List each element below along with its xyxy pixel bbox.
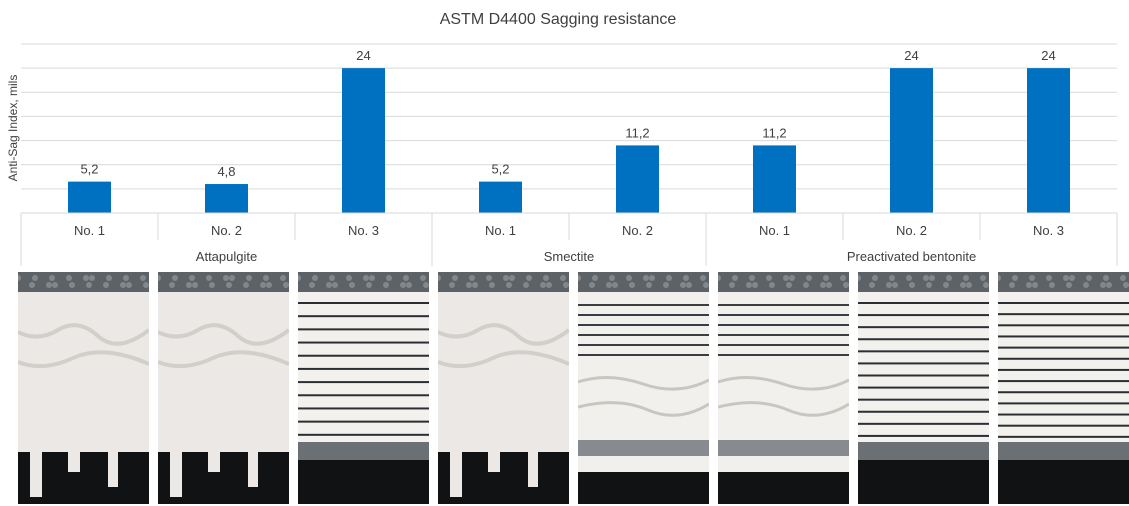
data-label: 5,2 <box>80 162 98 177</box>
sag-test-photo <box>858 272 989 504</box>
category-tick-label: No. 1 <box>485 223 516 238</box>
bar <box>205 184 248 213</box>
sag-test-photo <box>998 272 1129 504</box>
data-label: 5,2 <box>491 162 509 177</box>
sagging-test-photos <box>18 272 1129 504</box>
group-label: Smectite <box>544 249 595 264</box>
category-tick-label: No. 3 <box>1033 223 1064 238</box>
chart-title: ASTM D4400 Sagging resistance <box>440 11 677 28</box>
data-label: 4,8 <box>217 164 235 179</box>
data-label: 24 <box>904 48 918 63</box>
sag-test-photo <box>298 272 429 504</box>
sag-test-photo <box>438 272 569 504</box>
bar <box>616 145 659 213</box>
bar <box>68 181 111 213</box>
category-tick-label: No. 1 <box>759 223 790 238</box>
category-tick-label: No. 2 <box>896 223 927 238</box>
data-label: 24 <box>1041 48 1055 63</box>
sag-test-photo <box>158 272 289 504</box>
bar <box>479 181 522 213</box>
category-tick-label: No. 2 <box>622 223 653 238</box>
y-axis-label: Anti-Sag Index, mils <box>6 75 20 182</box>
sagging-resistance-chart: ASTM D4400 Sagging resistance Anti-Sag I… <box>6 11 1118 266</box>
data-label: 24 <box>356 48 370 63</box>
data-label: 11,2 <box>625 125 649 140</box>
bars: 5,2 4,8 24 5,2 11,2 11,2 24 24 <box>68 48 1070 214</box>
group-label: Attapulgite <box>196 249 257 264</box>
gridlines <box>21 43 1117 190</box>
bar <box>890 68 933 214</box>
sag-test-photo <box>578 272 709 504</box>
category-tick-label: No. 3 <box>348 223 379 238</box>
bar <box>1027 68 1070 214</box>
sag-test-photo <box>718 272 849 504</box>
group-label: Preactivated bentonite <box>847 249 976 264</box>
bar <box>753 145 796 213</box>
category-tick-label: No. 2 <box>211 223 242 238</box>
bar <box>342 68 385 214</box>
category-tick-label: No. 1 <box>74 223 105 238</box>
data-label: 11,2 <box>762 125 786 140</box>
sag-test-photo <box>18 272 149 504</box>
category-axis: No. 1 No. 2 No. 3 Attapulgite No. 1 No. 2 Smec… <box>20 212 1118 266</box>
